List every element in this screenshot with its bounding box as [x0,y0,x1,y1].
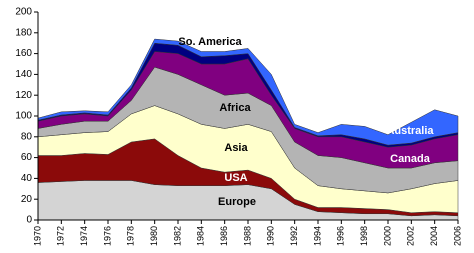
x-tick-label: 1998 [359,226,369,246]
x-tick-label: 1994 [312,226,322,246]
axes: 0 20 40 60 80 100 120 140 160 180 200 1970 1972 1974 1… [15,7,462,246]
x-tick-label: 1978 [126,226,136,246]
y-tick-label: 120 [15,90,32,101]
x-tick-label: 1990 [266,226,276,246]
x-tick-label: 1996 [336,226,346,246]
series-label: Australia [386,125,434,137]
y-tick-label: 80 [21,131,33,142]
x-tick-label: 2000 [382,226,392,246]
x-tick-label: 1970 [32,226,42,246]
x-tick-label: 1976 [102,226,112,246]
x-tick-label: 2004 [429,226,439,246]
y-tick-label: 140 [15,69,32,80]
y-tick-label: 40 [21,173,33,184]
y-tick-label: 20 [21,194,33,205]
y-tick-label: 100 [15,111,32,122]
x-tick-label: 2002 [406,226,416,246]
y-tick-label: 160 [15,48,32,59]
area [37,38,459,146]
x-tick-label: 1972 [56,226,66,246]
x-tick-label: 1986 [219,226,229,246]
x-tick-label: 1984 [196,226,206,246]
series-label: Canada [390,153,431,165]
series-label: USA [224,172,247,184]
x-tick-label: 2006 [452,226,462,246]
series-label: Europe [218,196,256,208]
x-tick-label: 1980 [149,226,159,246]
x-tick-label: 1982 [172,226,182,246]
y-tick-label: 0 [26,215,32,226]
x-tick-label: 1988 [242,226,252,246]
series-label: Asia [224,142,248,154]
plot-area [37,38,459,221]
x-tick-label: 1992 [289,226,299,246]
series-label: So. America [178,36,242,48]
y-tick-label: 200 [15,7,32,18]
x-tick-label: 1974 [79,226,89,246]
y-tick-label: 60 [21,152,33,163]
series-label: Africa [219,102,251,114]
y-tick-label: 180 [15,27,32,38]
